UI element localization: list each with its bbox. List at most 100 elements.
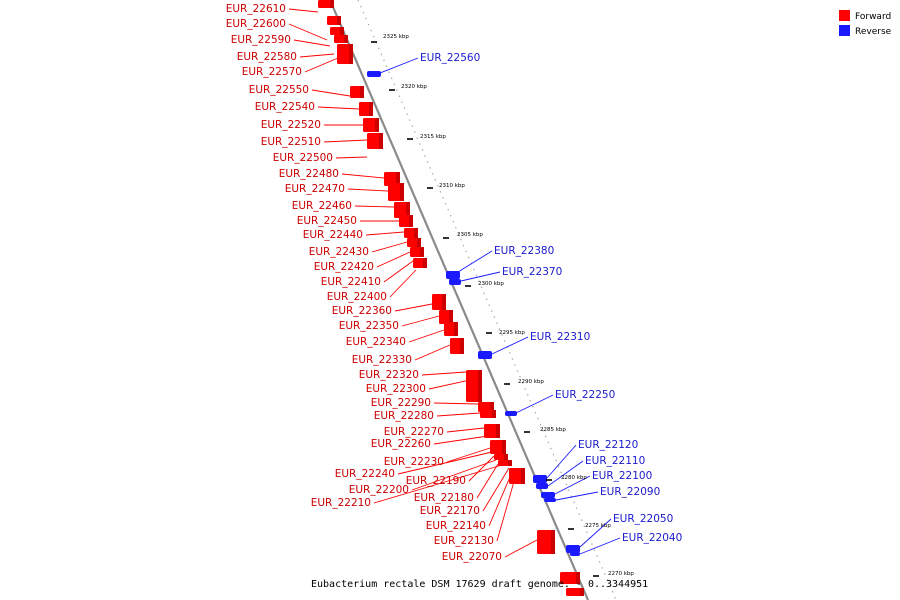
- reverse-gene-label: EUR_22560: [420, 52, 480, 64]
- reverse-gene-block: [367, 71, 381, 77]
- forward-label-leader: [304, 57, 339, 73]
- forward-gene-label: EUR_22510: [261, 136, 321, 148]
- reverse-gene-block: [478, 351, 492, 359]
- reverse-label-leader: [555, 491, 599, 501]
- forward-label-leader: [341, 173, 385, 179]
- forward-gene-shade: [417, 238, 421, 247]
- forward-label-leader: [394, 303, 433, 312]
- forward-gene-label: EUR_22350: [339, 320, 399, 332]
- forward-label-leader: [373, 464, 503, 504]
- forward-gene-shade: [379, 133, 383, 149]
- forward-label-leader: [317, 106, 360, 110]
- forward-gene-label: EUR_22500: [273, 152, 333, 164]
- forward-gene-shade: [400, 183, 404, 201]
- genome-caption: Eubacterium rectale DSM 17629 draft geno…: [311, 579, 648, 590]
- forward-label-leader: [421, 371, 467, 376]
- forward-label-leader: [323, 139, 368, 143]
- forward-label-leader: [354, 205, 395, 208]
- scale-tick-label: 2295 kbp: [499, 330, 525, 336]
- forward-label-leader: [311, 89, 351, 97]
- scale-tick-label: 2285 kbp: [540, 427, 566, 433]
- legend-label-reverse: Reverse: [855, 27, 892, 37]
- forward-gene-label: EUR_22320: [359, 369, 419, 381]
- forward-label-leader: [488, 469, 514, 527]
- forward-gene-block: [560, 572, 580, 584]
- reverse-gene-block: [533, 475, 547, 483]
- forward-gene-shade: [423, 258, 427, 268]
- forward-gene-shade: [576, 572, 580, 584]
- forward-label-leader: [401, 315, 440, 327]
- reverse-gene-label: EUR_22250: [555, 389, 615, 401]
- forward-label-leader: [446, 427, 485, 433]
- forward-gene-label: EUR_22360: [332, 305, 392, 317]
- forward-label-leader: [436, 412, 481, 417]
- reverse-gene-block: [566, 545, 580, 553]
- legend: Forward Reverse: [839, 10, 892, 37]
- forward-gene-label: EUR_22600: [226, 18, 286, 30]
- forward-label-leader: [288, 8, 319, 13]
- forward-gene-shade: [504, 454, 508, 460]
- forward-label-leader: [504, 539, 538, 558]
- tick-track: [357, 0, 617, 600]
- reverse-label-leader: [546, 444, 577, 479]
- forward-gene-label: EUR_22580: [237, 51, 297, 63]
- reverse-gene-label: EUR_22110: [585, 455, 645, 467]
- forward-gene-label: EUR_22590: [231, 34, 291, 46]
- forward-gene-label: EUR_22180: [414, 492, 474, 504]
- forward-gene-shade: [496, 424, 500, 438]
- forward-label-leader: [496, 470, 518, 542]
- forward-gene-label: EUR_22540: [255, 101, 315, 113]
- forward-label-leader: [397, 451, 493, 475]
- forward-gene-label: EUR_22330: [352, 354, 412, 366]
- forward-gene-shade: [492, 410, 496, 418]
- reverse-gene-block: [570, 552, 580, 556]
- forward-label-leader: [299, 53, 335, 58]
- scale-tick-label: 2325 kbp: [383, 34, 409, 40]
- forward-gene-shade: [454, 322, 458, 336]
- reverse-gene-label: EUR_22370: [502, 266, 562, 278]
- forward-label-leader: [389, 269, 417, 298]
- reverse-gene-block: [449, 279, 461, 285]
- forward-gene-shade: [375, 118, 379, 132]
- forward-gene-shade: [551, 530, 555, 554]
- reverse-label-leader: [460, 271, 501, 282]
- forward-gene-shade: [344, 35, 348, 43]
- forward-gene-label: EUR_22190: [406, 475, 466, 487]
- reverse-gene-block: [446, 271, 460, 279]
- reverse-gene-label: EUR_22120: [578, 439, 638, 451]
- forward-gene-shade: [580, 588, 584, 596]
- forward-gene-label: EUR_22480: [279, 168, 339, 180]
- forward-gene-label: EUR_22200: [349, 484, 409, 496]
- forward-label-leader: [335, 156, 368, 159]
- forward-gene-shade: [442, 294, 446, 310]
- legend-label-forward: Forward: [855, 12, 891, 22]
- forward-gene-block: [537, 530, 555, 554]
- forward-gene-label: EUR_22520: [261, 119, 321, 131]
- forward-gene-label: EUR_22170: [420, 505, 480, 517]
- reverse-gene-label: EUR_22040: [622, 532, 682, 544]
- forward-gene-shade: [478, 370, 482, 402]
- scale-tick-label: 2300 kbp: [478, 281, 504, 287]
- forward-gene-label: EUR_22570: [242, 66, 302, 78]
- forward-gene-shade: [349, 44, 353, 64]
- forward-label-leader: [293, 39, 331, 47]
- forward-gene-label: EUR_22450: [297, 215, 357, 227]
- forward-gene-label: EUR_22440: [303, 229, 363, 241]
- forward-gene-shade: [406, 202, 410, 218]
- forward-gene-shade: [502, 440, 506, 454]
- forward-gene-label: EUR_22230: [384, 456, 444, 468]
- reverse-label-leader: [554, 475, 591, 495]
- reverse-label-leader: [491, 336, 529, 355]
- forward-gene-label: EUR_22260: [371, 438, 431, 450]
- forward-label-leader: [347, 188, 389, 192]
- forward-label-leader: [371, 241, 408, 253]
- forward-gene-label: EUR_22070: [442, 551, 502, 563]
- reverse-label-leader: [379, 57, 419, 74]
- forward-gene-shade: [409, 215, 413, 227]
- legend-swatch-reverse: [839, 25, 850, 36]
- label-leaders: [288, 8, 621, 558]
- reverse-gene-label: EUR_22310: [530, 331, 590, 343]
- forward-gene-shade: [420, 247, 424, 257]
- reverse-gene-block: [544, 498, 556, 502]
- forward-gene-shade: [396, 172, 400, 186]
